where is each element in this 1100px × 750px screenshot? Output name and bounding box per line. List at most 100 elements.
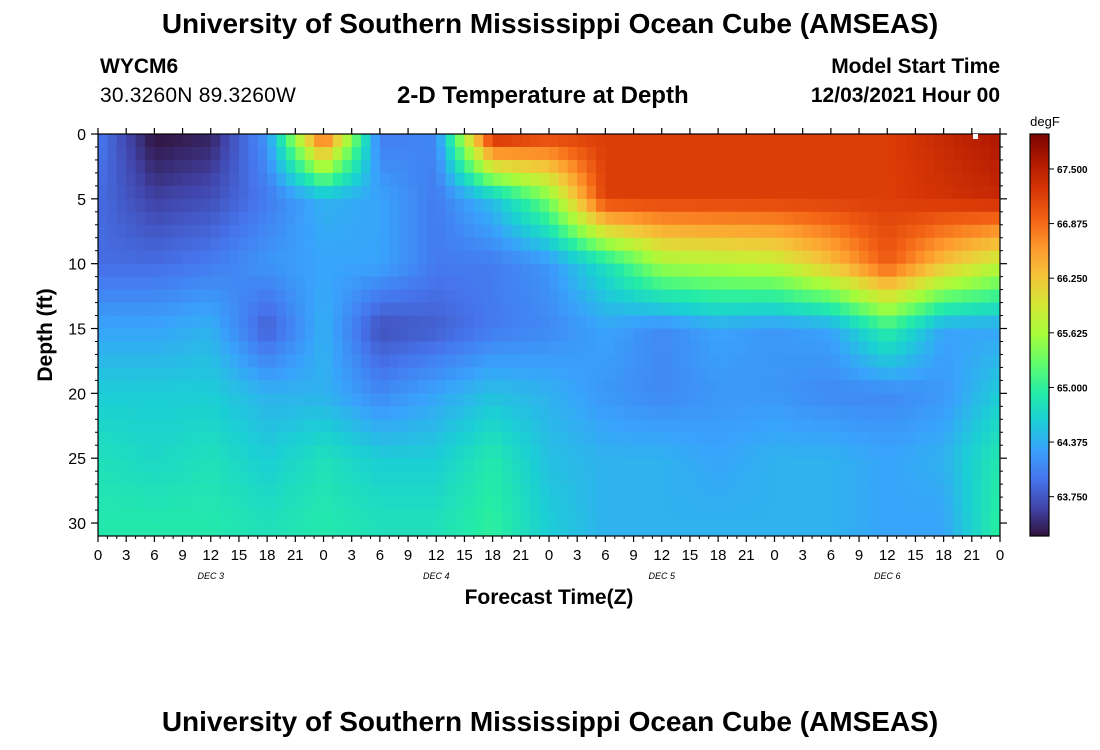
heatmap-cell <box>398 393 409 407</box>
heatmap-cell <box>915 341 926 356</box>
heatmap-cell <box>868 341 879 356</box>
heatmap-cell <box>567 471 578 485</box>
heatmap-cell <box>661 224 672 239</box>
heatmap-cell <box>981 134 992 148</box>
heatmap-cell <box>144 172 155 187</box>
heatmap-cell <box>802 224 813 239</box>
heatmap-cell <box>736 159 747 174</box>
heatmap-cell <box>144 146 155 161</box>
heatmap-cell <box>248 211 259 226</box>
heatmap-cell <box>830 484 841 498</box>
heatmap-cell <box>558 211 569 226</box>
heatmap-cell <box>614 224 625 239</box>
heatmap-cell <box>323 276 334 291</box>
heatmap-cell <box>530 510 541 524</box>
x-tick-label: 18 <box>710 547 727 564</box>
heatmap-cell <box>567 315 578 330</box>
heatmap-cell <box>323 172 334 187</box>
heatmap-cell <box>107 367 118 381</box>
heatmap-cell <box>830 263 841 278</box>
heatmap-cell <box>464 328 475 343</box>
heatmap-cell <box>511 393 522 407</box>
heatmap-cell <box>483 380 494 394</box>
heatmap-cell <box>295 380 306 394</box>
heatmap-cell <box>229 432 240 446</box>
heatmap-cell <box>727 289 738 304</box>
heatmap-cell <box>229 289 240 304</box>
heatmap-cell <box>210 341 221 356</box>
heatmap-cell <box>379 185 390 200</box>
heatmap-cell <box>549 328 559 343</box>
heatmap-cell <box>417 497 428 511</box>
heatmap-cell <box>379 432 390 446</box>
heatmap-cell <box>107 445 118 459</box>
heatmap-cell <box>191 185 202 200</box>
heatmap-cell <box>267 393 278 407</box>
heatmap-cell <box>426 172 437 187</box>
heatmap-cell <box>859 211 870 226</box>
heatmap-cell <box>191 289 202 304</box>
heatmap-cell <box>210 445 221 459</box>
heatmap-cell <box>238 471 249 485</box>
heatmap-cell <box>370 134 381 148</box>
heatmap-cell <box>314 237 325 252</box>
heatmap-cell <box>736 198 747 213</box>
heatmap-cell <box>859 523 870 536</box>
heatmap-cell <box>248 146 259 161</box>
heatmap-cell <box>323 224 334 239</box>
heatmap-cell <box>455 458 466 472</box>
heatmap-cell <box>464 159 475 174</box>
heatmap-cell <box>191 159 202 174</box>
heatmap-cell <box>990 237 1000 252</box>
heatmap-cell <box>689 445 700 459</box>
heatmap-cell <box>577 185 588 200</box>
heatmap-cell <box>746 419 757 433</box>
heatmap-cell <box>455 419 466 433</box>
heatmap-cell <box>812 237 823 252</box>
heatmap-cell <box>896 497 907 511</box>
heatmap-cell <box>173 419 184 433</box>
heatmap-cell <box>144 289 155 304</box>
heatmap-cell <box>849 185 860 200</box>
heatmap-cell <box>473 159 484 174</box>
heatmap-cell <box>990 419 1000 433</box>
heatmap-cell <box>163 276 174 291</box>
heatmap-cell <box>492 406 503 420</box>
heatmap-cell <box>586 484 597 498</box>
heatmap-cell <box>718 315 729 330</box>
heatmap-cell <box>107 510 118 524</box>
heatmap-cell <box>802 354 813 369</box>
heatmap-cell <box>473 458 484 472</box>
heatmap-cell <box>859 432 870 446</box>
heatmap-cell <box>943 406 954 420</box>
heatmap-cell <box>887 341 898 356</box>
heatmap-cell <box>887 237 898 252</box>
heatmap-cell <box>351 432 362 446</box>
heatmap-cell <box>361 432 372 446</box>
heatmap-cell <box>783 250 794 265</box>
heatmap-cell <box>877 497 888 511</box>
x-tick-label: 12 <box>428 547 445 564</box>
heatmap-cell <box>173 354 184 369</box>
heatmap-cell <box>990 445 1000 459</box>
heatmap-cell <box>455 484 466 498</box>
heatmap-cell <box>906 224 917 239</box>
heatmap-cell <box>577 341 588 356</box>
heatmap-cell <box>915 406 926 420</box>
heatmap-cell <box>783 445 794 459</box>
heatmap-cell <box>464 211 475 226</box>
heatmap-cell <box>126 263 137 278</box>
heatmap-cell <box>642 328 653 343</box>
heatmap-cell <box>906 263 917 278</box>
heatmap-cell <box>642 185 653 200</box>
heatmap-cell <box>98 211 108 226</box>
heatmap-cell <box>661 497 672 511</box>
heatmap-cell <box>802 328 813 343</box>
heatmap-cell <box>464 458 475 472</box>
heatmap-cell <box>962 263 973 278</box>
heatmap-cell <box>455 497 466 511</box>
heatmap-cell <box>248 250 259 265</box>
heatmap-cell <box>934 159 945 174</box>
heatmap-cell <box>586 302 597 317</box>
heatmap-cell <box>295 354 306 369</box>
